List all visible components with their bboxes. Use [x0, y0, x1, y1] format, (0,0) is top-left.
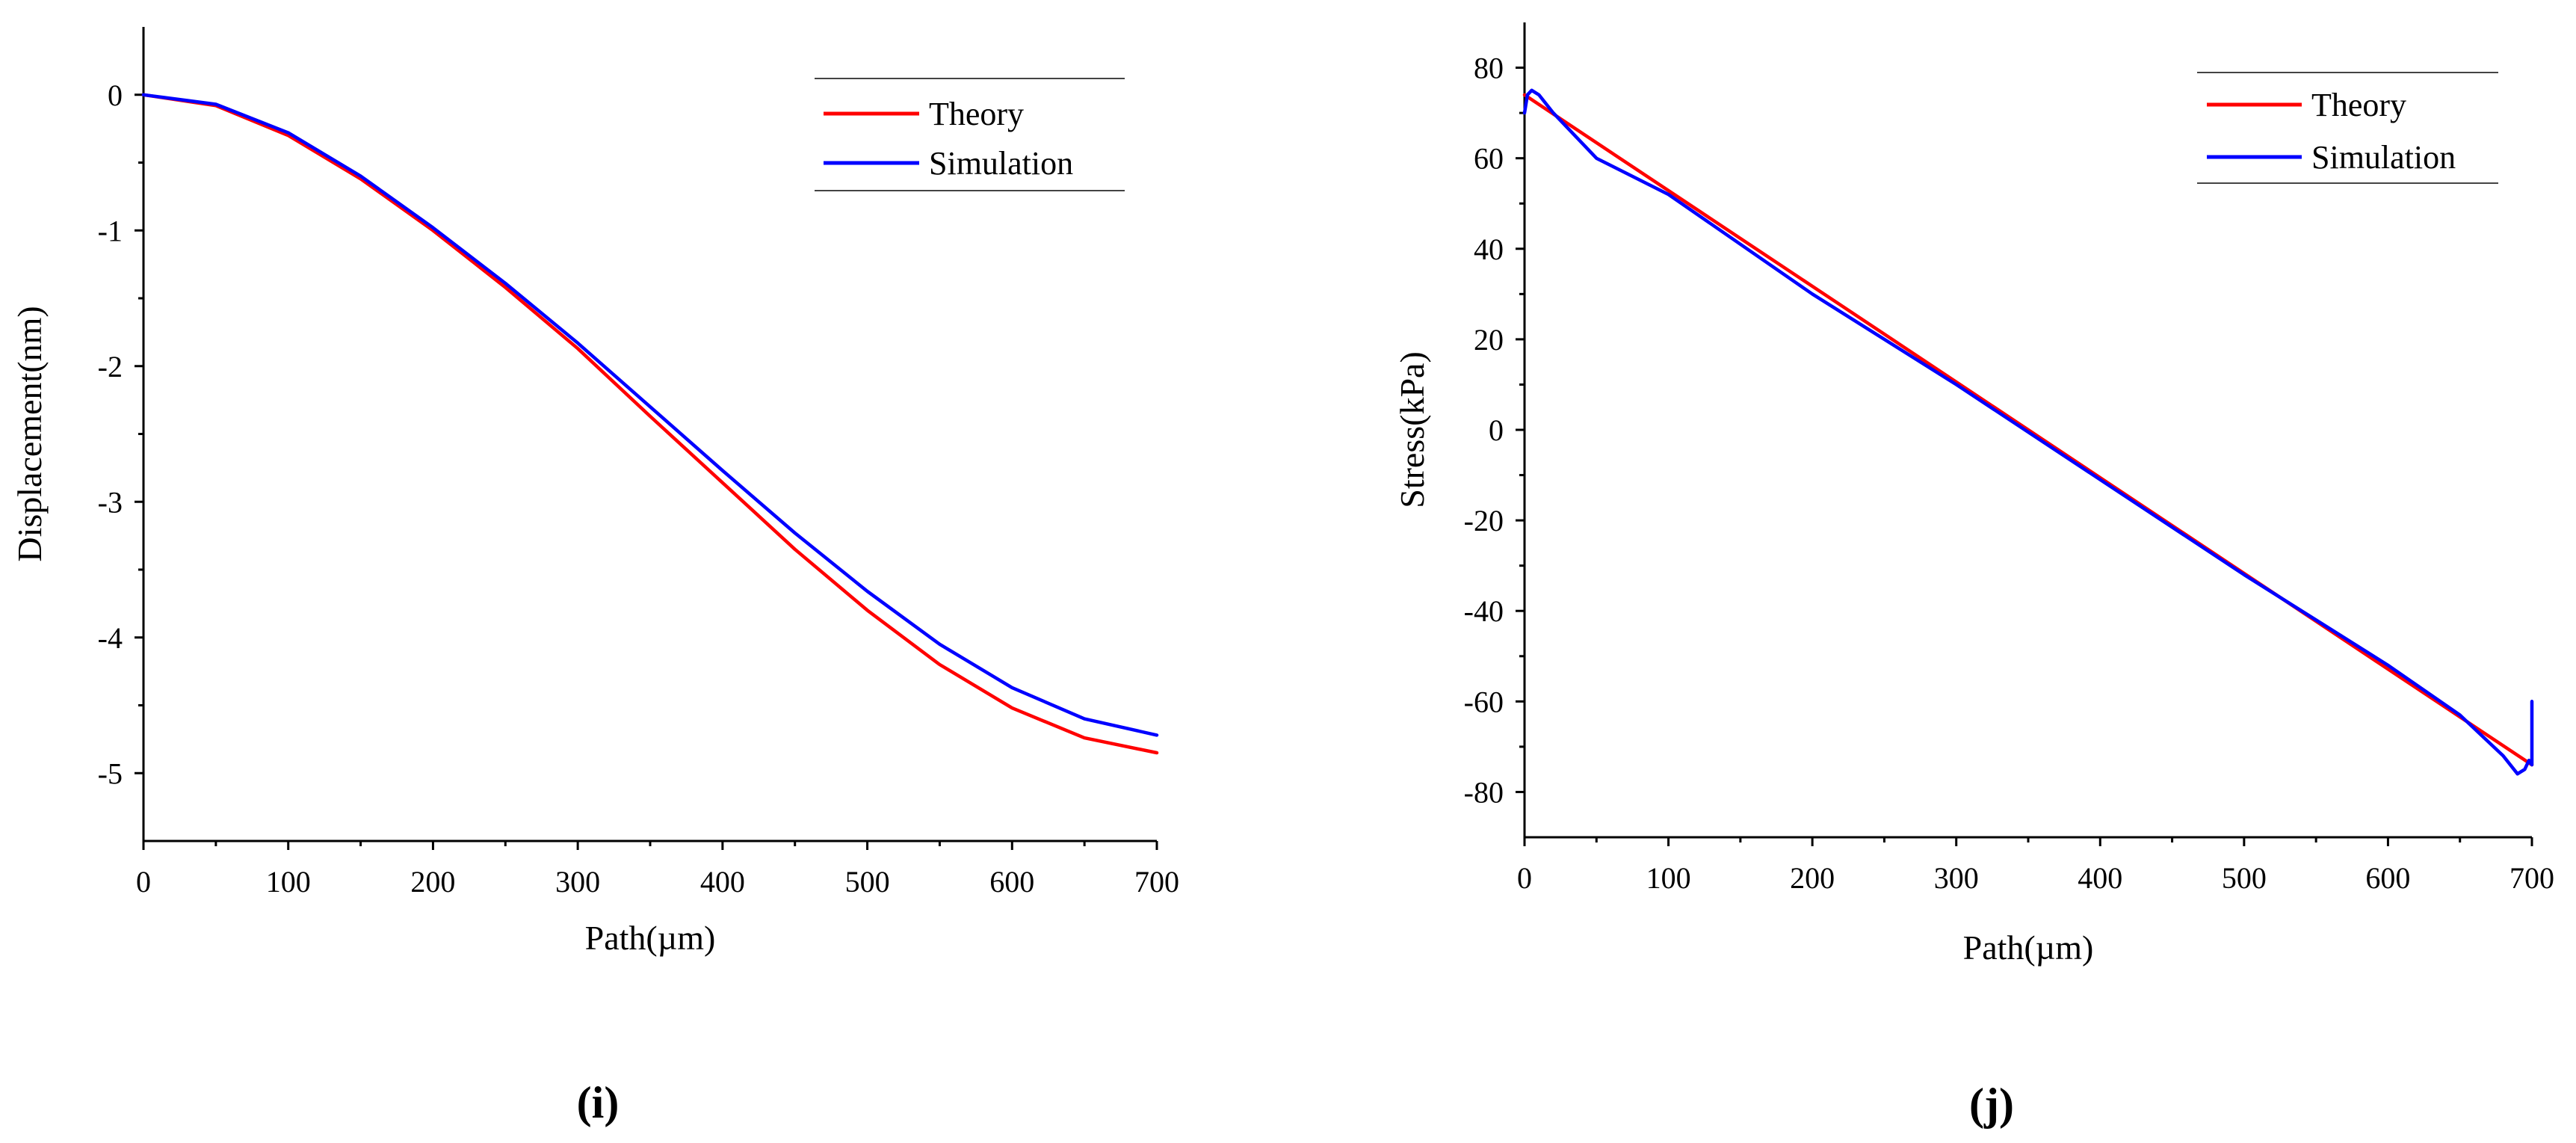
x-tick-label: 400	[700, 865, 745, 899]
x-tick-label: 500	[845, 865, 890, 899]
series-line-theory	[1522, 93, 2534, 767]
y-tick-label: 60	[1474, 142, 1504, 176]
x-tick-label: 400	[2078, 861, 2122, 895]
x-axis-label: Path(µm)	[1963, 928, 2094, 967]
series-line-theory	[141, 93, 1159, 755]
x-tick-label: 600	[989, 865, 1034, 899]
legend-label-theory: Theory	[2311, 87, 2406, 123]
y-tick-label: 20	[1474, 323, 1504, 357]
x-tick-label: 0	[136, 865, 151, 899]
x-axis-label: Path(µm)	[585, 919, 716, 957]
x-tick-label: 300	[1934, 861, 1979, 895]
series-line-simulation	[141, 93, 1159, 737]
y-tick-label: 0	[1489, 413, 1504, 447]
x-tick-label: 700	[1134, 865, 1179, 899]
x-tick-label: 200	[410, 865, 455, 899]
y-tick-label: -2	[98, 350, 123, 383]
y-tick-label: -20	[1464, 504, 1504, 537]
x-tick-label: 300	[555, 865, 600, 899]
x-tick-label: 0	[1517, 861, 1532, 895]
legend-label-simulation: Simulation	[2311, 139, 2456, 176]
panel-label: (i)	[577, 1078, 620, 1127]
legend-label-simulation: Simulation	[929, 145, 1073, 182]
chart-displacement: 0 -1 -2 -3 -4 -5 0 100 200 300 400 500 600 700 Path(µm…	[10, 27, 1179, 1127]
y-tick-label: -60	[1464, 685, 1504, 718]
y-tick-label: -3	[98, 485, 123, 519]
legend-label-theory: Theory	[929, 96, 1024, 132]
y-tick-label: 80	[1474, 52, 1504, 85]
y-tick-label: -5	[98, 757, 123, 790]
y-tick-label: -4	[98, 621, 123, 655]
x-tick-label: 100	[1646, 861, 1691, 895]
y-tick-label: 0	[108, 78, 123, 112]
x-tick-label: 200	[1790, 861, 1835, 895]
y-axis-label: Displacement(nm)	[10, 306, 49, 561]
y-tick-label: -80	[1464, 775, 1504, 809]
x-tick-label: 700	[2509, 861, 2554, 895]
x-tick-label: 500	[2222, 861, 2267, 895]
y-tick-label: -40	[1464, 594, 1504, 628]
y-tick-label: -1	[98, 214, 123, 247]
y-tick-label: 40	[1474, 232, 1504, 266]
y-axis-label: Stress(kPa)	[1393, 351, 1431, 508]
x-tick-label: 100	[266, 865, 311, 899]
x-tick-label: 600	[2365, 861, 2410, 895]
series-line-simulation	[1522, 88, 2534, 776]
panel-label: (j)	[1969, 1079, 2014, 1129]
